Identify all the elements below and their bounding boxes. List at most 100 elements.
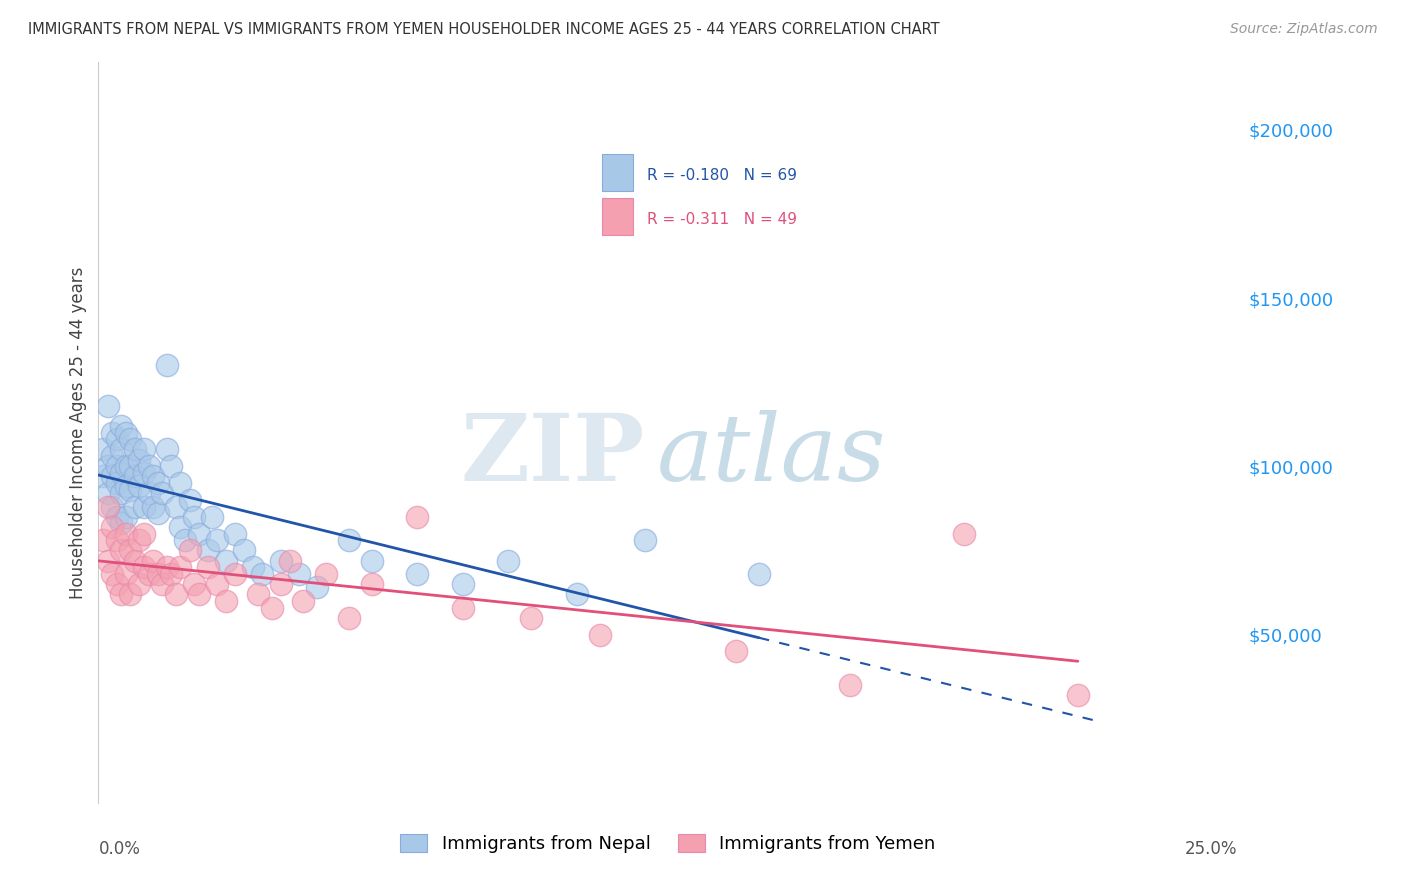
Point — [120, 459, 142, 474]
Point — [165, 500, 187, 514]
Point — [105, 433, 128, 447]
Point — [953, 526, 976, 541]
Point — [132, 560, 155, 574]
Point — [142, 553, 165, 567]
Point — [270, 577, 292, 591]
Point — [105, 577, 128, 591]
Point — [120, 433, 142, 447]
Point — [1067, 688, 1090, 702]
Point — [150, 486, 173, 500]
Point — [110, 543, 132, 558]
Point — [105, 476, 128, 491]
Point — [114, 526, 136, 541]
Point — [242, 560, 264, 574]
Point — [128, 479, 150, 493]
Point — [278, 553, 301, 567]
Point — [146, 507, 169, 521]
Y-axis label: Householder Income Ages 25 - 44 years: Householder Income Ages 25 - 44 years — [69, 267, 87, 599]
Point — [91, 469, 114, 483]
Point — [179, 492, 201, 507]
Point — [160, 566, 183, 581]
Point — [183, 509, 205, 524]
Text: atlas: atlas — [657, 409, 886, 500]
Point — [132, 500, 155, 514]
Point — [114, 566, 136, 581]
Point — [105, 533, 128, 548]
Point — [337, 610, 360, 624]
Point — [128, 452, 150, 467]
Point — [201, 509, 224, 524]
Point — [839, 678, 862, 692]
Point — [110, 418, 132, 433]
Point — [114, 479, 136, 493]
Point — [565, 587, 588, 601]
Point — [124, 442, 146, 457]
Point — [588, 627, 610, 641]
Point — [215, 553, 238, 567]
Text: R = -0.180   N = 69: R = -0.180 N = 69 — [647, 168, 797, 183]
Bar — [602, 154, 633, 191]
Point — [748, 566, 770, 581]
Bar — [602, 198, 633, 235]
Point — [101, 566, 124, 581]
Point — [197, 560, 219, 574]
Text: 25.0%: 25.0% — [1185, 840, 1237, 858]
Point — [132, 442, 155, 457]
Point — [124, 469, 146, 483]
Point — [156, 442, 179, 457]
Point — [142, 469, 165, 483]
Point — [114, 509, 136, 524]
Point — [96, 459, 118, 474]
Point — [150, 577, 173, 591]
Point — [520, 610, 543, 624]
Point — [142, 500, 165, 514]
Point — [205, 577, 228, 591]
Point — [101, 449, 124, 463]
Point — [174, 533, 197, 548]
Point — [91, 442, 114, 457]
Point — [246, 587, 269, 601]
Point — [114, 459, 136, 474]
Point — [292, 594, 315, 608]
Point — [224, 566, 246, 581]
Text: Source: ZipAtlas.com: Source: ZipAtlas.com — [1230, 22, 1378, 37]
Point — [105, 459, 128, 474]
Point — [187, 587, 209, 601]
Point — [307, 581, 329, 595]
Point — [169, 520, 191, 534]
Point — [96, 486, 118, 500]
Point — [156, 359, 179, 373]
Point — [128, 533, 150, 548]
Point — [128, 577, 150, 591]
Point — [183, 577, 205, 591]
Point — [169, 476, 191, 491]
Point — [224, 526, 246, 541]
Point — [114, 425, 136, 440]
Point — [101, 425, 124, 440]
Text: IMMIGRANTS FROM NEPAL VS IMMIGRANTS FROM YEMEN HOUSEHOLDER INCOME AGES 25 - 44 Y: IMMIGRANTS FROM NEPAL VS IMMIGRANTS FROM… — [28, 22, 939, 37]
Legend: Immigrants from Nepal, Immigrants from Yemen: Immigrants from Nepal, Immigrants from Y… — [394, 827, 942, 861]
Point — [360, 577, 382, 591]
Point — [270, 553, 292, 567]
Point — [233, 543, 256, 558]
Point — [197, 543, 219, 558]
Point — [105, 509, 128, 524]
Point — [260, 600, 283, 615]
Text: 0.0%: 0.0% — [98, 840, 141, 858]
Point — [132, 526, 155, 541]
Point — [215, 594, 238, 608]
Point — [337, 533, 360, 548]
Point — [110, 486, 132, 500]
Point — [132, 466, 155, 480]
Point — [634, 533, 657, 548]
Point — [406, 509, 429, 524]
Point — [179, 543, 201, 558]
Point — [451, 600, 474, 615]
Point — [96, 500, 118, 514]
Point — [315, 566, 337, 581]
Point — [146, 566, 169, 581]
Point — [498, 553, 520, 567]
Point — [165, 587, 187, 601]
Point — [169, 560, 191, 574]
Point — [725, 644, 748, 658]
